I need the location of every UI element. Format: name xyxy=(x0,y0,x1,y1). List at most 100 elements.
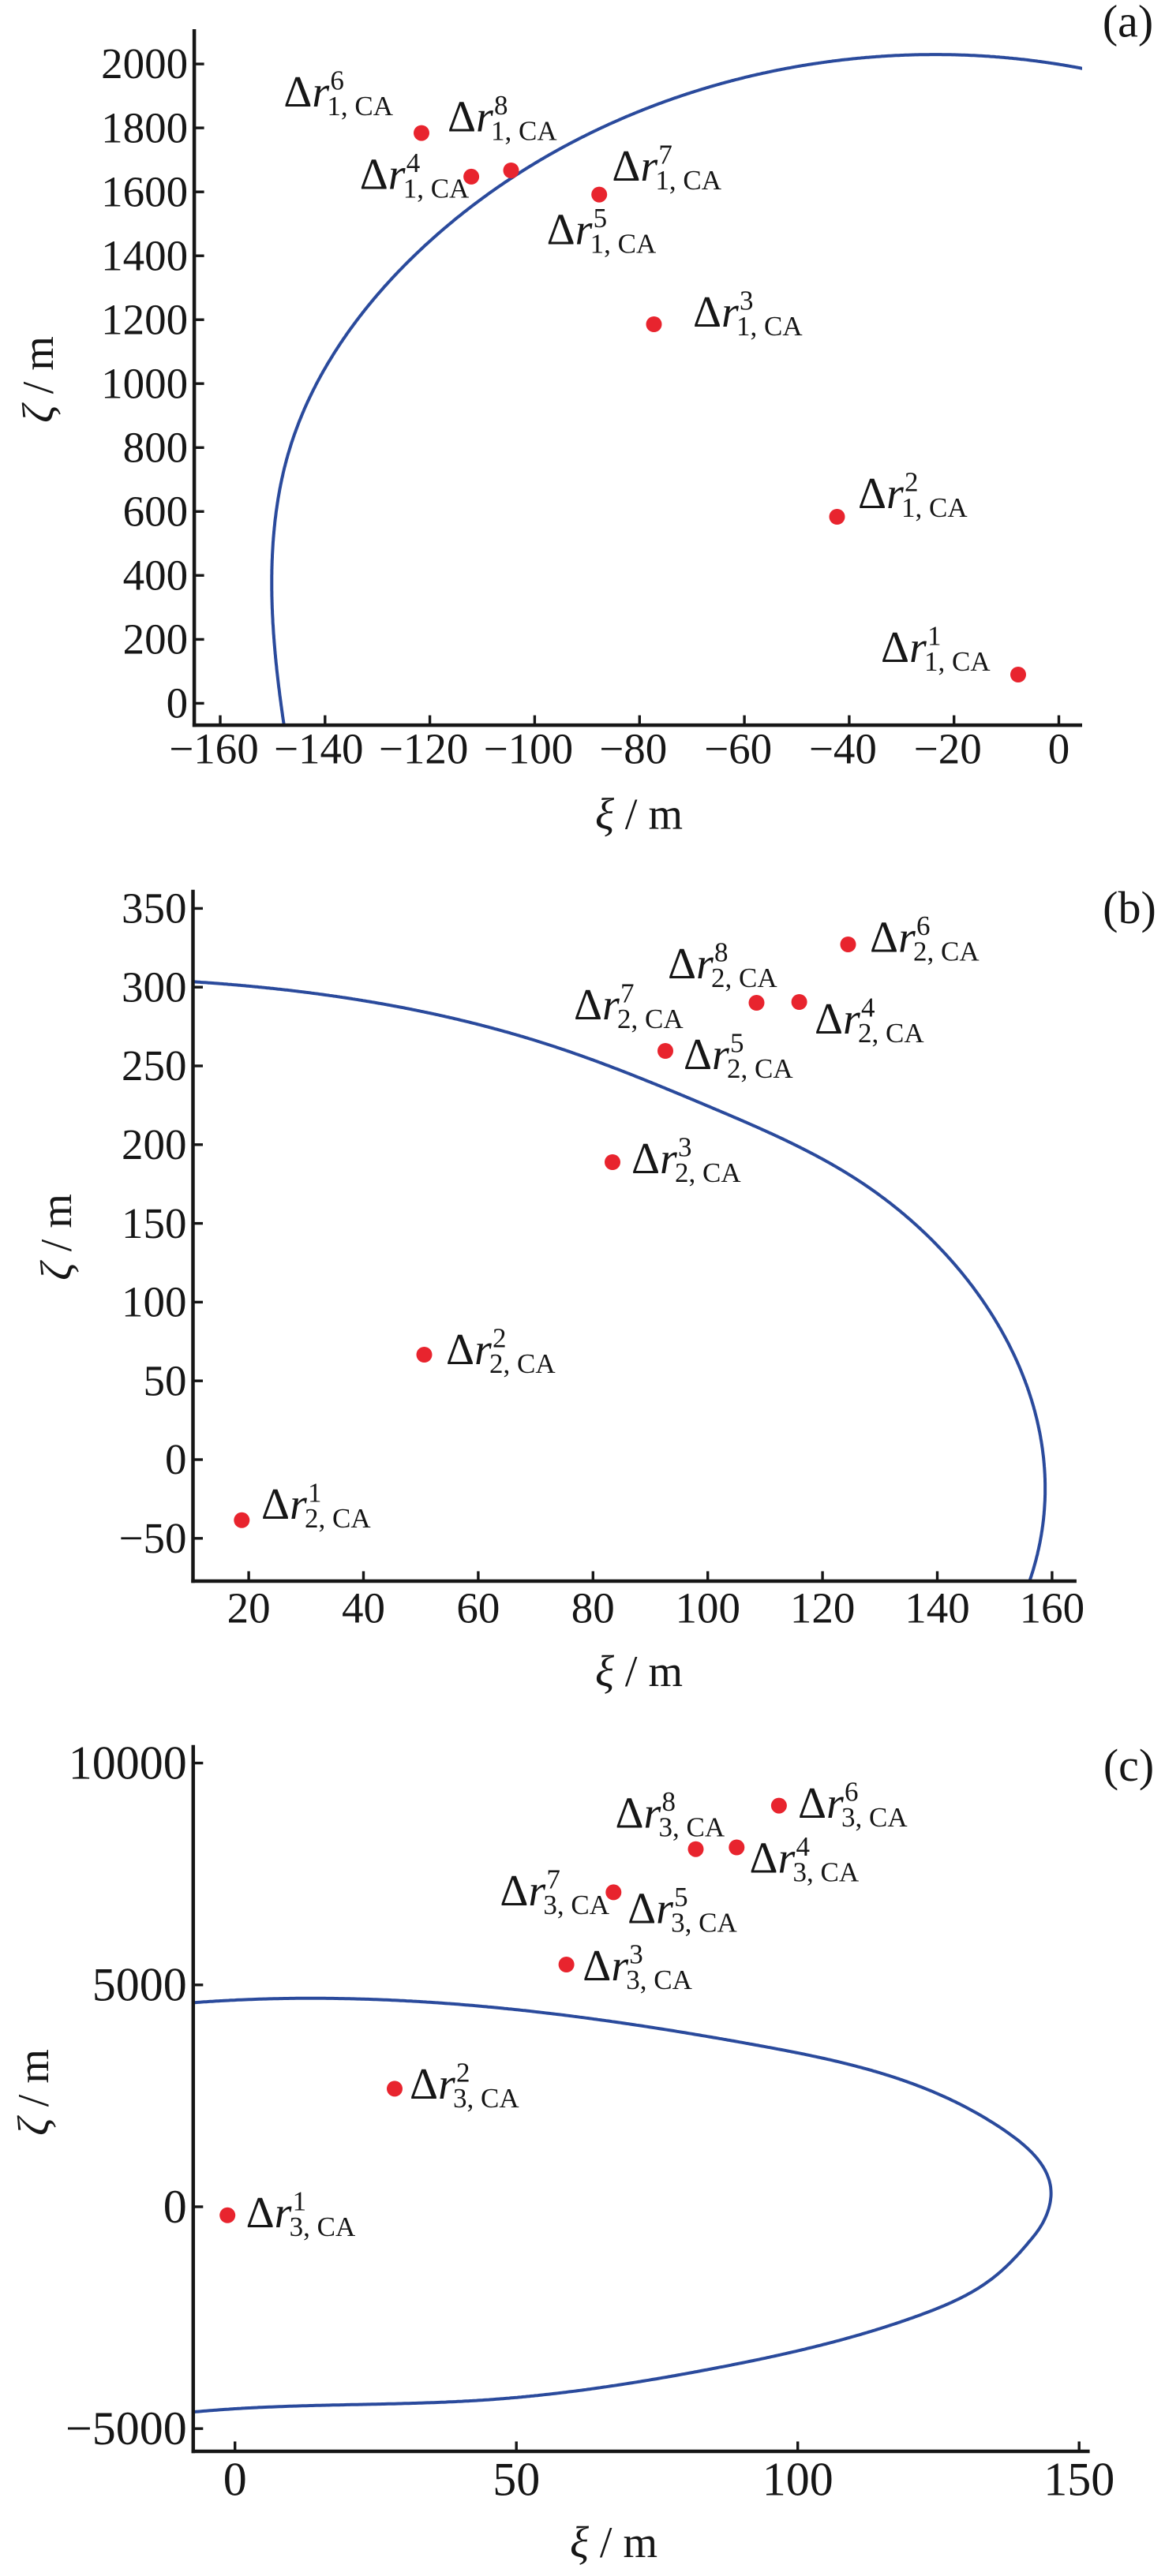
svg-text:2, CA: 2, CA xyxy=(617,1004,684,1034)
svg-text:7: 7 xyxy=(620,978,635,1009)
svg-text:100: 100 xyxy=(762,2454,833,2506)
svg-text:2, CA: 2, CA xyxy=(489,1348,556,1379)
svg-text:Δr: Δr xyxy=(410,2060,455,2109)
svg-text:2, CA: 2, CA xyxy=(727,1053,793,1084)
svg-text:250: 250 xyxy=(122,1041,187,1090)
svg-text:4: 4 xyxy=(861,993,875,1023)
svg-text:ζ / m: ζ / m xyxy=(9,2049,58,2136)
svg-text:Δr: Δr xyxy=(881,623,927,672)
svg-text:8: 8 xyxy=(714,937,729,968)
svg-text:5: 5 xyxy=(674,1882,688,1912)
svg-text:−5000: −5000 xyxy=(66,2402,187,2454)
svg-text:0: 0 xyxy=(223,2454,247,2506)
svg-text:0: 0 xyxy=(165,1435,187,1483)
svg-text:6: 6 xyxy=(916,910,931,941)
svg-text:1800: 1800 xyxy=(101,103,188,151)
svg-text:Δr: Δr xyxy=(693,288,739,337)
svg-text:50: 50 xyxy=(493,2454,540,2506)
svg-text:100: 100 xyxy=(675,1584,740,1632)
svg-text:60: 60 xyxy=(456,1584,500,1632)
svg-text:10000: 10000 xyxy=(69,1737,187,1789)
svg-text:−40: −40 xyxy=(809,725,877,773)
svg-text:Δr: Δr xyxy=(858,469,904,518)
svg-text:Δr: Δr xyxy=(448,93,493,142)
svg-text:150: 150 xyxy=(1043,2454,1114,2506)
svg-text:600: 600 xyxy=(123,488,189,536)
svg-text:5000: 5000 xyxy=(92,1959,187,2011)
svg-text:140: 140 xyxy=(905,1584,970,1632)
svg-text:3, CA: 3, CA xyxy=(659,1812,725,1843)
svg-text:Δr: Δr xyxy=(684,1030,729,1079)
svg-text:2, CA: 2, CA xyxy=(711,963,777,993)
svg-text:−140: −140 xyxy=(274,725,364,773)
svg-text:20: 20 xyxy=(227,1584,271,1632)
svg-text:(b): (b) xyxy=(1103,882,1156,933)
svg-text:−60: −60 xyxy=(704,725,772,773)
svg-text:Δr: Δr xyxy=(360,150,406,199)
svg-text:1400: 1400 xyxy=(101,231,188,279)
svg-text:Δr: Δr xyxy=(547,206,593,255)
svg-text:2: 2 xyxy=(905,467,919,498)
svg-text:7: 7 xyxy=(546,1864,560,1895)
svg-text:300: 300 xyxy=(122,963,187,1011)
svg-text:Δr: Δr xyxy=(815,995,860,1044)
svg-text:8: 8 xyxy=(494,90,508,121)
svg-text:1: 1 xyxy=(293,2186,307,2217)
svg-text:3: 3 xyxy=(678,1132,692,1163)
svg-text:Δr: Δr xyxy=(798,1779,844,1828)
svg-text:Δr: Δr xyxy=(612,142,657,191)
svg-text:50: 50 xyxy=(144,1356,187,1404)
svg-text:(a): (a) xyxy=(1103,0,1153,47)
svg-text:Δr: Δr xyxy=(246,2189,292,2238)
svg-text:1200: 1200 xyxy=(101,295,188,343)
svg-text:1, CA: 1, CA xyxy=(924,646,991,677)
svg-text:−80: −80 xyxy=(599,725,667,773)
svg-text:3: 3 xyxy=(740,286,754,316)
svg-text:200: 200 xyxy=(122,1120,187,1168)
svg-text:Δr: Δr xyxy=(261,1480,307,1529)
svg-text:2: 2 xyxy=(456,2058,470,2088)
svg-text:2, CA: 2, CA xyxy=(913,937,980,967)
svg-text:800: 800 xyxy=(123,423,189,471)
svg-text:1, CA: 1, CA xyxy=(590,229,657,260)
svg-text:ζ / m: ζ / m xyxy=(14,336,63,423)
svg-text:1, CA: 1, CA xyxy=(901,492,968,523)
svg-text:3: 3 xyxy=(629,1939,643,1970)
svg-text:2: 2 xyxy=(493,1323,507,1354)
svg-text:1: 1 xyxy=(927,621,942,652)
svg-text:4: 4 xyxy=(406,148,421,178)
svg-text:0: 0 xyxy=(163,2181,187,2233)
svg-text:1, CA: 1, CA xyxy=(736,311,803,342)
svg-text:3, CA: 3, CA xyxy=(626,1965,692,1995)
svg-text:ζ / m: ζ / m xyxy=(32,1194,81,1281)
svg-text:1, CA: 1, CA xyxy=(403,173,470,204)
svg-text:3, CA: 3, CA xyxy=(793,1856,860,1887)
svg-text:Δr: Δr xyxy=(627,1884,673,1933)
svg-text:0: 0 xyxy=(167,679,189,727)
svg-text:0: 0 xyxy=(1048,725,1070,773)
svg-text:7: 7 xyxy=(658,140,672,170)
svg-text:ξ / m: ξ / m xyxy=(595,1647,683,1696)
svg-text:1000: 1000 xyxy=(101,359,188,407)
svg-text:−120: −120 xyxy=(379,725,469,773)
svg-text:150: 150 xyxy=(122,1199,187,1247)
svg-text:Δr: Δr xyxy=(574,981,620,1030)
svg-text:1, CA: 1, CA xyxy=(655,165,721,196)
svg-text:Δr: Δr xyxy=(616,1789,661,1838)
svg-text:2, CA: 2, CA xyxy=(675,1157,741,1188)
svg-text:Δr: Δr xyxy=(631,1135,677,1183)
svg-text:−50: −50 xyxy=(118,1514,186,1562)
svg-text:40: 40 xyxy=(342,1584,385,1632)
svg-text:100: 100 xyxy=(122,1278,187,1326)
svg-text:2, CA: 2, CA xyxy=(305,1503,371,1534)
svg-text:3, CA: 3, CA xyxy=(841,1802,908,1833)
svg-text:Δr: Δr xyxy=(870,914,916,963)
svg-text:−160: −160 xyxy=(169,725,259,773)
svg-text:3, CA: 3, CA xyxy=(453,2083,519,2114)
svg-text:400: 400 xyxy=(123,551,189,600)
svg-text:4: 4 xyxy=(796,1831,811,1862)
svg-text:200: 200 xyxy=(123,615,189,664)
svg-text:Δr: Δr xyxy=(500,1867,545,1916)
svg-text:Δr: Δr xyxy=(582,1942,628,1991)
svg-text:3, CA: 3, CA xyxy=(290,2211,356,2242)
